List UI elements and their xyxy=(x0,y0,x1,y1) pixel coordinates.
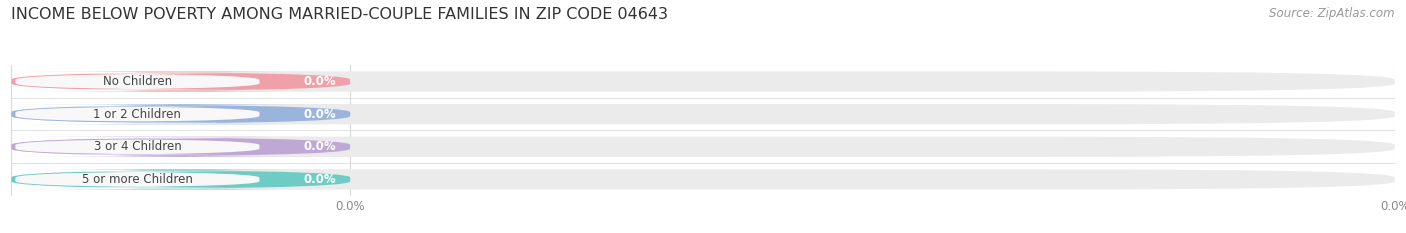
FancyBboxPatch shape xyxy=(0,171,292,188)
Text: No Children: No Children xyxy=(103,75,172,88)
Text: 0.0%: 0.0% xyxy=(304,173,336,186)
FancyBboxPatch shape xyxy=(0,73,292,90)
FancyBboxPatch shape xyxy=(4,72,357,92)
FancyBboxPatch shape xyxy=(11,169,1395,189)
Text: 5 or more Children: 5 or more Children xyxy=(82,173,193,186)
FancyBboxPatch shape xyxy=(11,137,1395,157)
FancyBboxPatch shape xyxy=(4,137,357,157)
Text: 0.0%: 0.0% xyxy=(304,75,336,88)
FancyBboxPatch shape xyxy=(4,104,357,124)
FancyBboxPatch shape xyxy=(11,72,1395,92)
FancyBboxPatch shape xyxy=(11,104,1395,124)
FancyBboxPatch shape xyxy=(4,169,357,189)
Text: 1 or 2 Children: 1 or 2 Children xyxy=(93,108,181,121)
FancyBboxPatch shape xyxy=(0,138,292,155)
Text: 3 or 4 Children: 3 or 4 Children xyxy=(94,140,181,153)
Text: INCOME BELOW POVERTY AMONG MARRIED-COUPLE FAMILIES IN ZIP CODE 04643: INCOME BELOW POVERTY AMONG MARRIED-COUPL… xyxy=(11,7,668,22)
Text: 0.0%: 0.0% xyxy=(304,140,336,153)
Text: 0.0%: 0.0% xyxy=(304,108,336,121)
FancyBboxPatch shape xyxy=(0,106,292,123)
Text: Source: ZipAtlas.com: Source: ZipAtlas.com xyxy=(1270,7,1395,20)
